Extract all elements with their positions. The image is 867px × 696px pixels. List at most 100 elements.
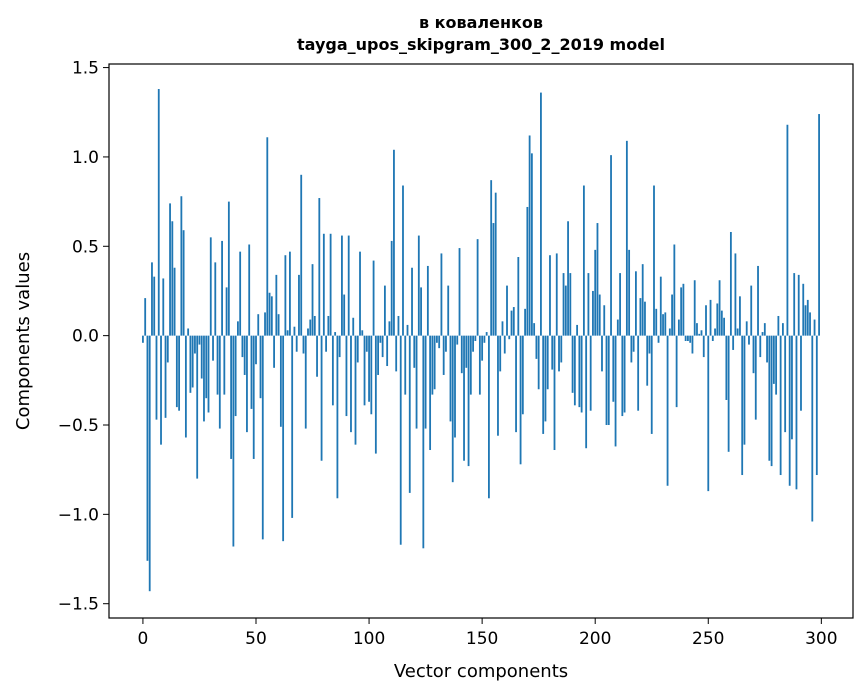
bar bbox=[809, 312, 811, 336]
bar bbox=[363, 335, 366, 406]
bar bbox=[795, 335, 798, 490]
bar bbox=[377, 335, 380, 375]
bar bbox=[243, 335, 246, 375]
bar bbox=[707, 335, 710, 492]
bar bbox=[402, 185, 404, 336]
bar bbox=[248, 244, 251, 336]
bar bbox=[811, 335, 814, 522]
bar bbox=[146, 335, 149, 561]
bar bbox=[187, 328, 190, 336]
bar bbox=[648, 335, 651, 354]
bar bbox=[277, 314, 280, 336]
bar bbox=[650, 335, 653, 434]
bar bbox=[732, 335, 735, 350]
bar bbox=[268, 292, 271, 336]
bar bbox=[214, 262, 217, 336]
bar bbox=[759, 335, 762, 358]
bar bbox=[580, 335, 583, 413]
bar bbox=[682, 283, 685, 336]
bar bbox=[345, 335, 348, 417]
bar bbox=[449, 335, 452, 422]
bar bbox=[318, 198, 321, 336]
bar bbox=[632, 335, 635, 352]
bar bbox=[180, 196, 183, 336]
bar bbox=[304, 335, 307, 429]
bar bbox=[241, 335, 244, 358]
bar bbox=[585, 335, 588, 449]
bar bbox=[144, 298, 147, 336]
y-tick-label: −1.5 bbox=[58, 595, 99, 615]
bar bbox=[189, 335, 192, 393]
bar bbox=[347, 235, 350, 336]
bar bbox=[791, 335, 793, 440]
bar bbox=[406, 324, 409, 336]
bar bbox=[474, 335, 477, 341]
bar bbox=[781, 323, 784, 336]
bar bbox=[234, 335, 237, 417]
bar bbox=[628, 249, 631, 336]
bar bbox=[472, 335, 474, 352]
bar bbox=[603, 305, 606, 336]
bar bbox=[341, 235, 343, 336]
bar bbox=[230, 335, 233, 459]
y-tick-label: −0.5 bbox=[58, 416, 99, 436]
bar bbox=[750, 285, 753, 336]
x-tick-label: 50 bbox=[245, 629, 267, 649]
bar bbox=[535, 335, 538, 359]
bar bbox=[404, 335, 407, 395]
bar bbox=[212, 335, 214, 361]
bar bbox=[549, 255, 551, 336]
bar bbox=[687, 335, 689, 341]
x-tick-label: 200 bbox=[579, 629, 611, 649]
bar bbox=[264, 312, 266, 336]
bar bbox=[194, 335, 196, 354]
y-tick-label: −1.0 bbox=[58, 505, 99, 525]
bar bbox=[420, 287, 422, 336]
bar bbox=[221, 240, 223, 336]
bar bbox=[205, 335, 208, 399]
bar bbox=[451, 335, 454, 483]
bar bbox=[255, 335, 257, 365]
bar bbox=[368, 335, 370, 402]
bar bbox=[162, 278, 165, 336]
bar bbox=[246, 335, 248, 433]
bar bbox=[734, 253, 737, 336]
bar bbox=[542, 335, 545, 434]
bar bbox=[379, 335, 382, 343]
bar bbox=[173, 267, 176, 336]
bar bbox=[582, 185, 585, 336]
bar bbox=[711, 335, 714, 341]
bar bbox=[415, 335, 418, 429]
bar bbox=[216, 335, 219, 395]
bar bbox=[510, 310, 513, 336]
bar bbox=[546, 335, 549, 390]
bar bbox=[456, 335, 459, 345]
x-tick-label: 100 bbox=[353, 629, 385, 649]
bar bbox=[517, 257, 520, 336]
bar bbox=[218, 335, 221, 429]
bar bbox=[178, 335, 181, 411]
bar bbox=[286, 330, 289, 336]
bar bbox=[723, 317, 726, 336]
bar bbox=[675, 335, 678, 408]
bar bbox=[571, 335, 574, 393]
x-tick-label: 0 bbox=[138, 629, 149, 649]
bar bbox=[804, 305, 807, 336]
bar bbox=[693, 280, 696, 336]
bar bbox=[207, 335, 210, 413]
bar bbox=[512, 307, 515, 336]
bar bbox=[521, 335, 524, 415]
bar bbox=[607, 335, 610, 425]
bar bbox=[293, 326, 296, 336]
bar bbox=[553, 335, 556, 451]
bar bbox=[422, 335, 425, 549]
bar bbox=[325, 335, 327, 352]
bar bbox=[736, 328, 739, 336]
bar bbox=[644, 301, 646, 336]
bar bbox=[153, 276, 156, 336]
bar bbox=[497, 335, 499, 436]
bar bbox=[784, 335, 787, 433]
bar bbox=[298, 274, 300, 336]
